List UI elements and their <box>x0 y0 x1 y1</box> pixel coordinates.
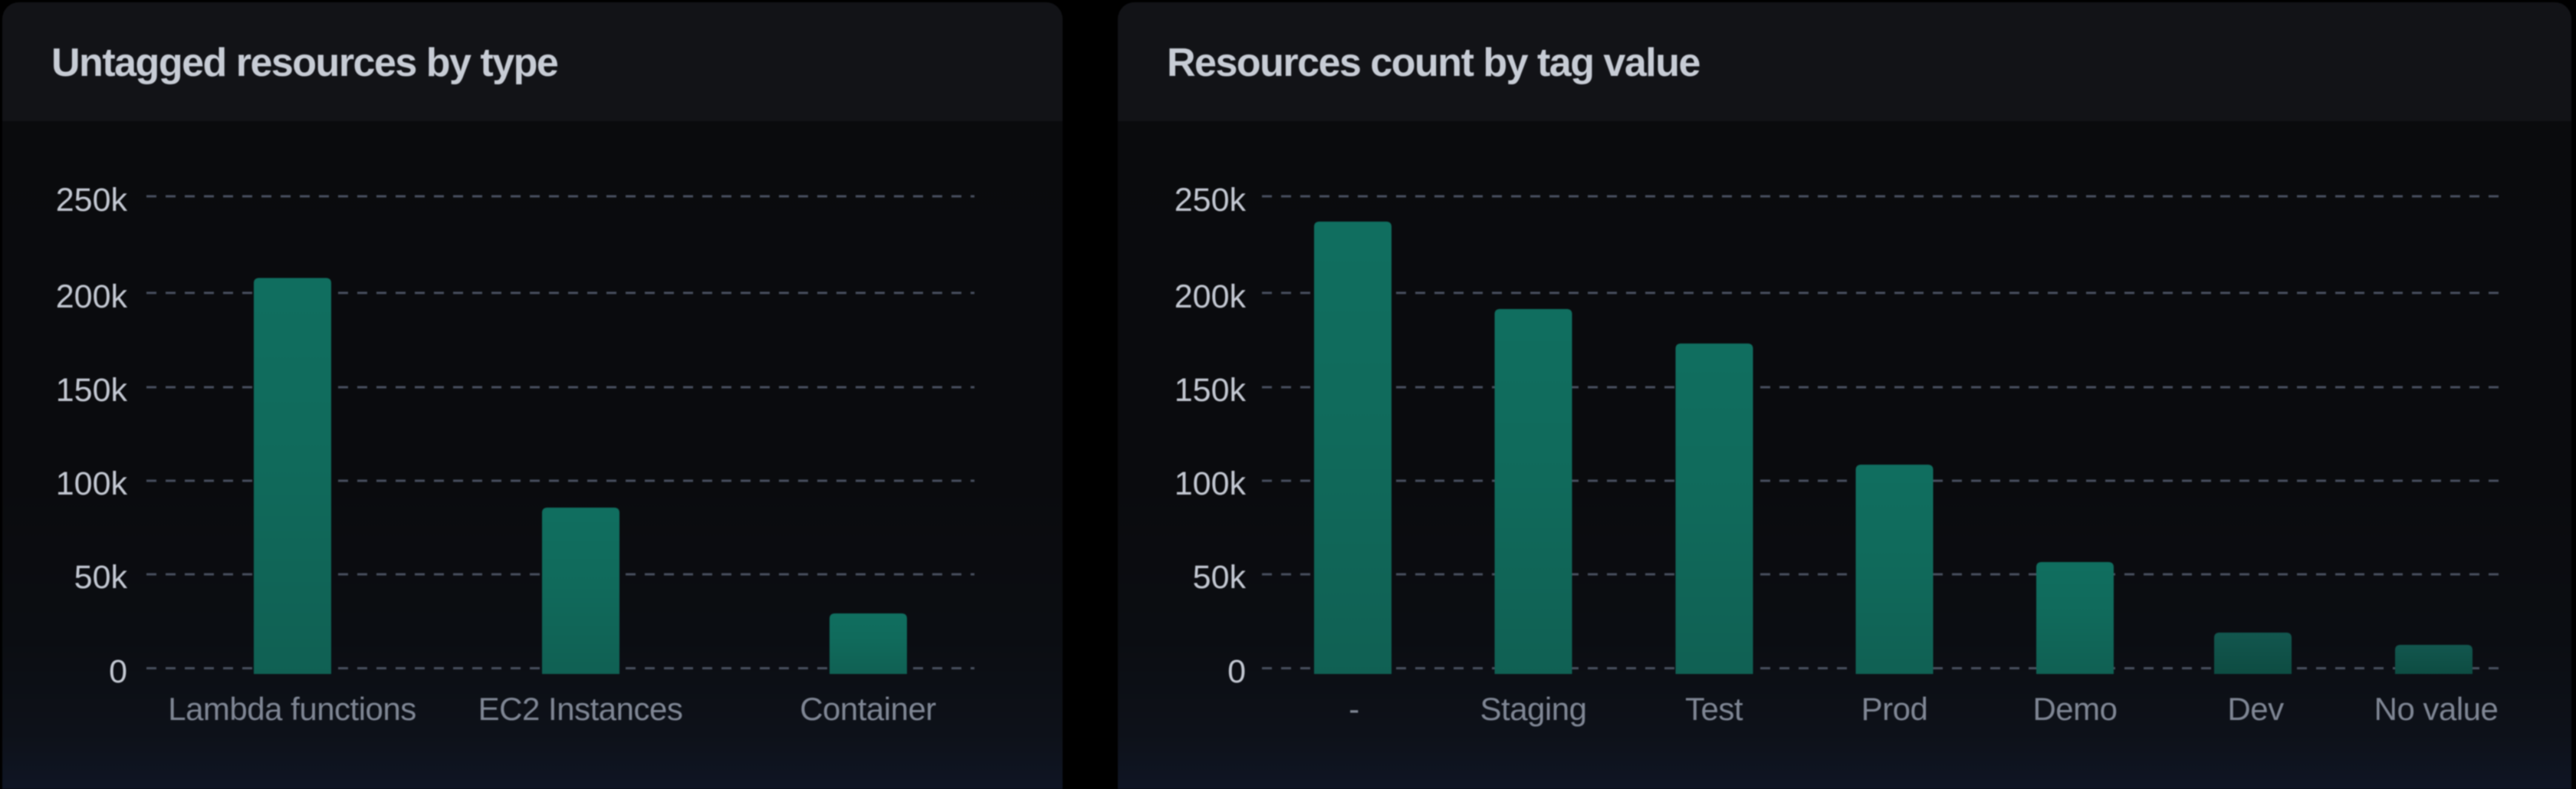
svg-text:Demo: Demo <box>2032 691 2117 727</box>
svg-text:Prod: Prod <box>1861 691 1928 727</box>
svg-text:Dev: Dev <box>2227 691 2284 727</box>
svg-text:Container: Container <box>800 691 936 727</box>
svg-text:0: 0 <box>109 653 127 690</box>
svg-text:0: 0 <box>1227 653 1246 690</box>
svg-text:100k: 100k <box>1175 465 1247 502</box>
svg-text:50k: 50k <box>1193 559 1247 596</box>
svg-text:150k: 150k <box>56 372 128 409</box>
svg-text:Untagged resources by type: Untagged resources by type <box>51 41 558 85</box>
svg-text:Test: Test <box>1685 691 1743 727</box>
svg-text:200k: 200k <box>56 278 128 315</box>
svg-text:Staging: Staging <box>1480 691 1587 727</box>
svg-text:250k: 250k <box>56 182 128 219</box>
svg-text:200k: 200k <box>1175 278 1247 315</box>
svg-text:Lambda functions: Lambda functions <box>168 691 416 727</box>
svg-text:No value: No value <box>2374 691 2499 727</box>
svg-text:250k: 250k <box>1175 182 1247 219</box>
svg-text:-: - <box>1349 691 1359 727</box>
svg-text:100k: 100k <box>56 465 128 502</box>
svg-text:50k: 50k <box>74 559 128 596</box>
svg-text:EC2 Instances: EC2 Instances <box>478 691 683 727</box>
svg-text:Resources count by tag value: Resources count by tag value <box>1167 41 1700 85</box>
svg-text:150k: 150k <box>1175 372 1247 409</box>
